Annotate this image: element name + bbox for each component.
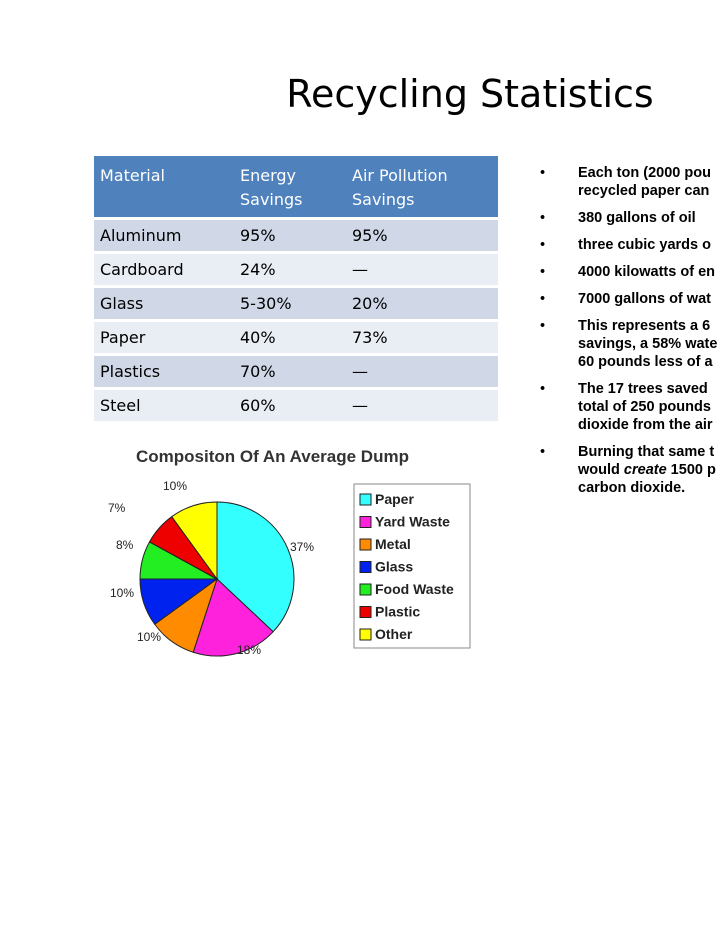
bullet-item: • 7000 gallons of wat	[540, 290, 728, 308]
legend-label: Food Waste	[375, 581, 454, 597]
legend-label: Yard Waste	[375, 514, 450, 530]
bullet-marker: •	[540, 165, 546, 181]
bullet-line: Each ton (2000 pou	[578, 165, 711, 181]
bullet-marker: •	[540, 291, 546, 307]
slice-label: 10%	[163, 479, 187, 493]
cell-air-pollution-savings: 20%	[346, 286, 498, 322]
bullet-marker: •	[540, 444, 546, 460]
legend-swatch	[359, 538, 372, 551]
bullet-marker: •	[540, 264, 546, 280]
bullet-line: savings, a 58% wate	[578, 336, 718, 352]
legend-label: Metal	[375, 536, 411, 552]
bullet-item: • three cubic yards o	[540, 236, 728, 254]
cell-energy-savings: 24%	[234, 252, 346, 288]
pie-slice-paper	[216, 501, 295, 633]
legend-label: Paper	[375, 491, 414, 507]
pie-chart: Compositon Of An Average Dump 37% 18% 10% 10…	[108, 447, 471, 657]
table-header-row: Material Energy Savings Air Pollution Sa…	[94, 156, 498, 220]
cell-energy-savings: 60%	[234, 388, 346, 424]
bullet-line: 380 gallons of oil	[578, 210, 696, 226]
bullet-list: • Each ton (2000 pou recycled paper can • 38…	[540, 164, 728, 506]
cell-material: Paper	[94, 320, 234, 356]
legend-label: Plastic	[375, 604, 420, 620]
slice-label: 10%	[137, 630, 161, 644]
cell-material: Aluminum	[94, 218, 234, 254]
bullet-line: total of 250 pounds	[578, 399, 711, 415]
bullet-line: This represents a 6	[578, 318, 711, 334]
cell-air-pollution-savings: 73%	[346, 320, 498, 356]
legend-swatch	[359, 493, 372, 506]
bullet-item: • The 17 trees saved total of 250 pounds di…	[540, 380, 728, 434]
table-row: Steel 60% —	[94, 388, 498, 424]
chart-title: Compositon Of An Average Dump	[136, 447, 409, 466]
bullet-line: would create 1500 p	[578, 462, 716, 478]
bullet-item: • 4000 kilowatts of en	[540, 263, 728, 281]
recycling-table: Material Energy Savings Air Pollution Sa…	[94, 156, 498, 424]
header-material: Material	[94, 156, 234, 220]
slice-label: 37%	[290, 540, 314, 554]
table-row: Cardboard 24% —	[94, 252, 498, 288]
slice-label: 10%	[110, 586, 134, 600]
cell-energy-savings: 70%	[234, 354, 346, 390]
cell-air-pollution-savings: —	[346, 354, 498, 390]
slice-label: 7%	[108, 501, 126, 515]
bullet-line: carbon dioxide.	[578, 480, 686, 496]
legend-label: Other	[375, 626, 413, 642]
cell-material: Steel	[94, 388, 234, 424]
table-row: Aluminum 95% 95%	[94, 218, 498, 254]
page-title: Recycling Statistics	[286, 72, 654, 116]
slice-label: 8%	[116, 538, 134, 552]
legend-frame	[353, 483, 471, 649]
cell-air-pollution-savings: —	[346, 252, 498, 288]
legend-swatch	[359, 583, 372, 596]
header-energy-savings: Energy Savings	[234, 156, 346, 220]
table-row: Glass 5-30% 20%	[94, 286, 498, 322]
table-row: Paper 40% 73%	[94, 320, 498, 356]
header-air-pollution-savings: Air Pollution Savings	[346, 156, 498, 220]
cell-energy-savings: 5-30%	[234, 286, 346, 322]
table-row: Plastics 70% —	[94, 354, 498, 390]
cell-energy-savings: 95%	[234, 218, 346, 254]
bullet-marker: •	[540, 237, 546, 253]
bullet-item: • 380 gallons of oil	[540, 209, 728, 227]
cell-energy-savings: 40%	[234, 320, 346, 356]
pie-slice-other	[171, 501, 218, 581]
cell-air-pollution-savings: —	[346, 388, 498, 424]
bullet-line: 60 pounds less of a	[578, 354, 713, 370]
bullet-marker: •	[540, 318, 546, 334]
cell-material: Cardboard	[94, 252, 234, 288]
legend-swatch	[359, 628, 372, 641]
cell-material: Glass	[94, 286, 234, 322]
bullet-item: • Burning that same t would create 1500 p c…	[540, 443, 728, 497]
slice-label: 18%	[237, 643, 261, 657]
pie-slice-yard-waste	[192, 578, 274, 657]
bullet-marker: •	[540, 381, 546, 397]
bullet-line: The 17 trees saved	[578, 381, 708, 397]
legend-label: Glass	[375, 559, 413, 575]
bullet-item: • This represents a 6 savings, a 58% wate 6…	[540, 317, 728, 371]
bullet-line: 7000 gallons of wat	[578, 291, 711, 307]
legend-swatch	[359, 516, 372, 528]
bullet-item: • Each ton (2000 pou recycled paper can	[540, 164, 728, 200]
cell-material: Plastics	[94, 354, 234, 390]
chart-legend: Paper Yard Waste Metal Glass Food Waste Plast…	[353, 483, 471, 649]
bullet-line: Burning that same t	[578, 444, 715, 460]
bullet-marker: •	[540, 210, 546, 226]
bullet-line: recycled paper can	[578, 183, 710, 199]
legend-swatch	[359, 606, 372, 618]
bullet-line: dioxide from the air	[578, 417, 713, 433]
bullet-line: three cubic yards o	[578, 237, 711, 253]
legend-swatch	[359, 561, 372, 573]
bullet-line: 4000 kilowatts of en	[578, 264, 715, 280]
cell-air-pollution-savings: 95%	[346, 218, 498, 254]
